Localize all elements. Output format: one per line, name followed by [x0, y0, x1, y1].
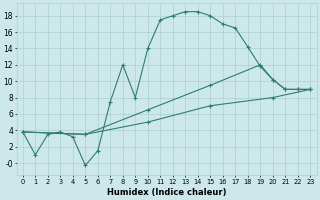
X-axis label: Humidex (Indice chaleur): Humidex (Indice chaleur)	[107, 188, 226, 197]
